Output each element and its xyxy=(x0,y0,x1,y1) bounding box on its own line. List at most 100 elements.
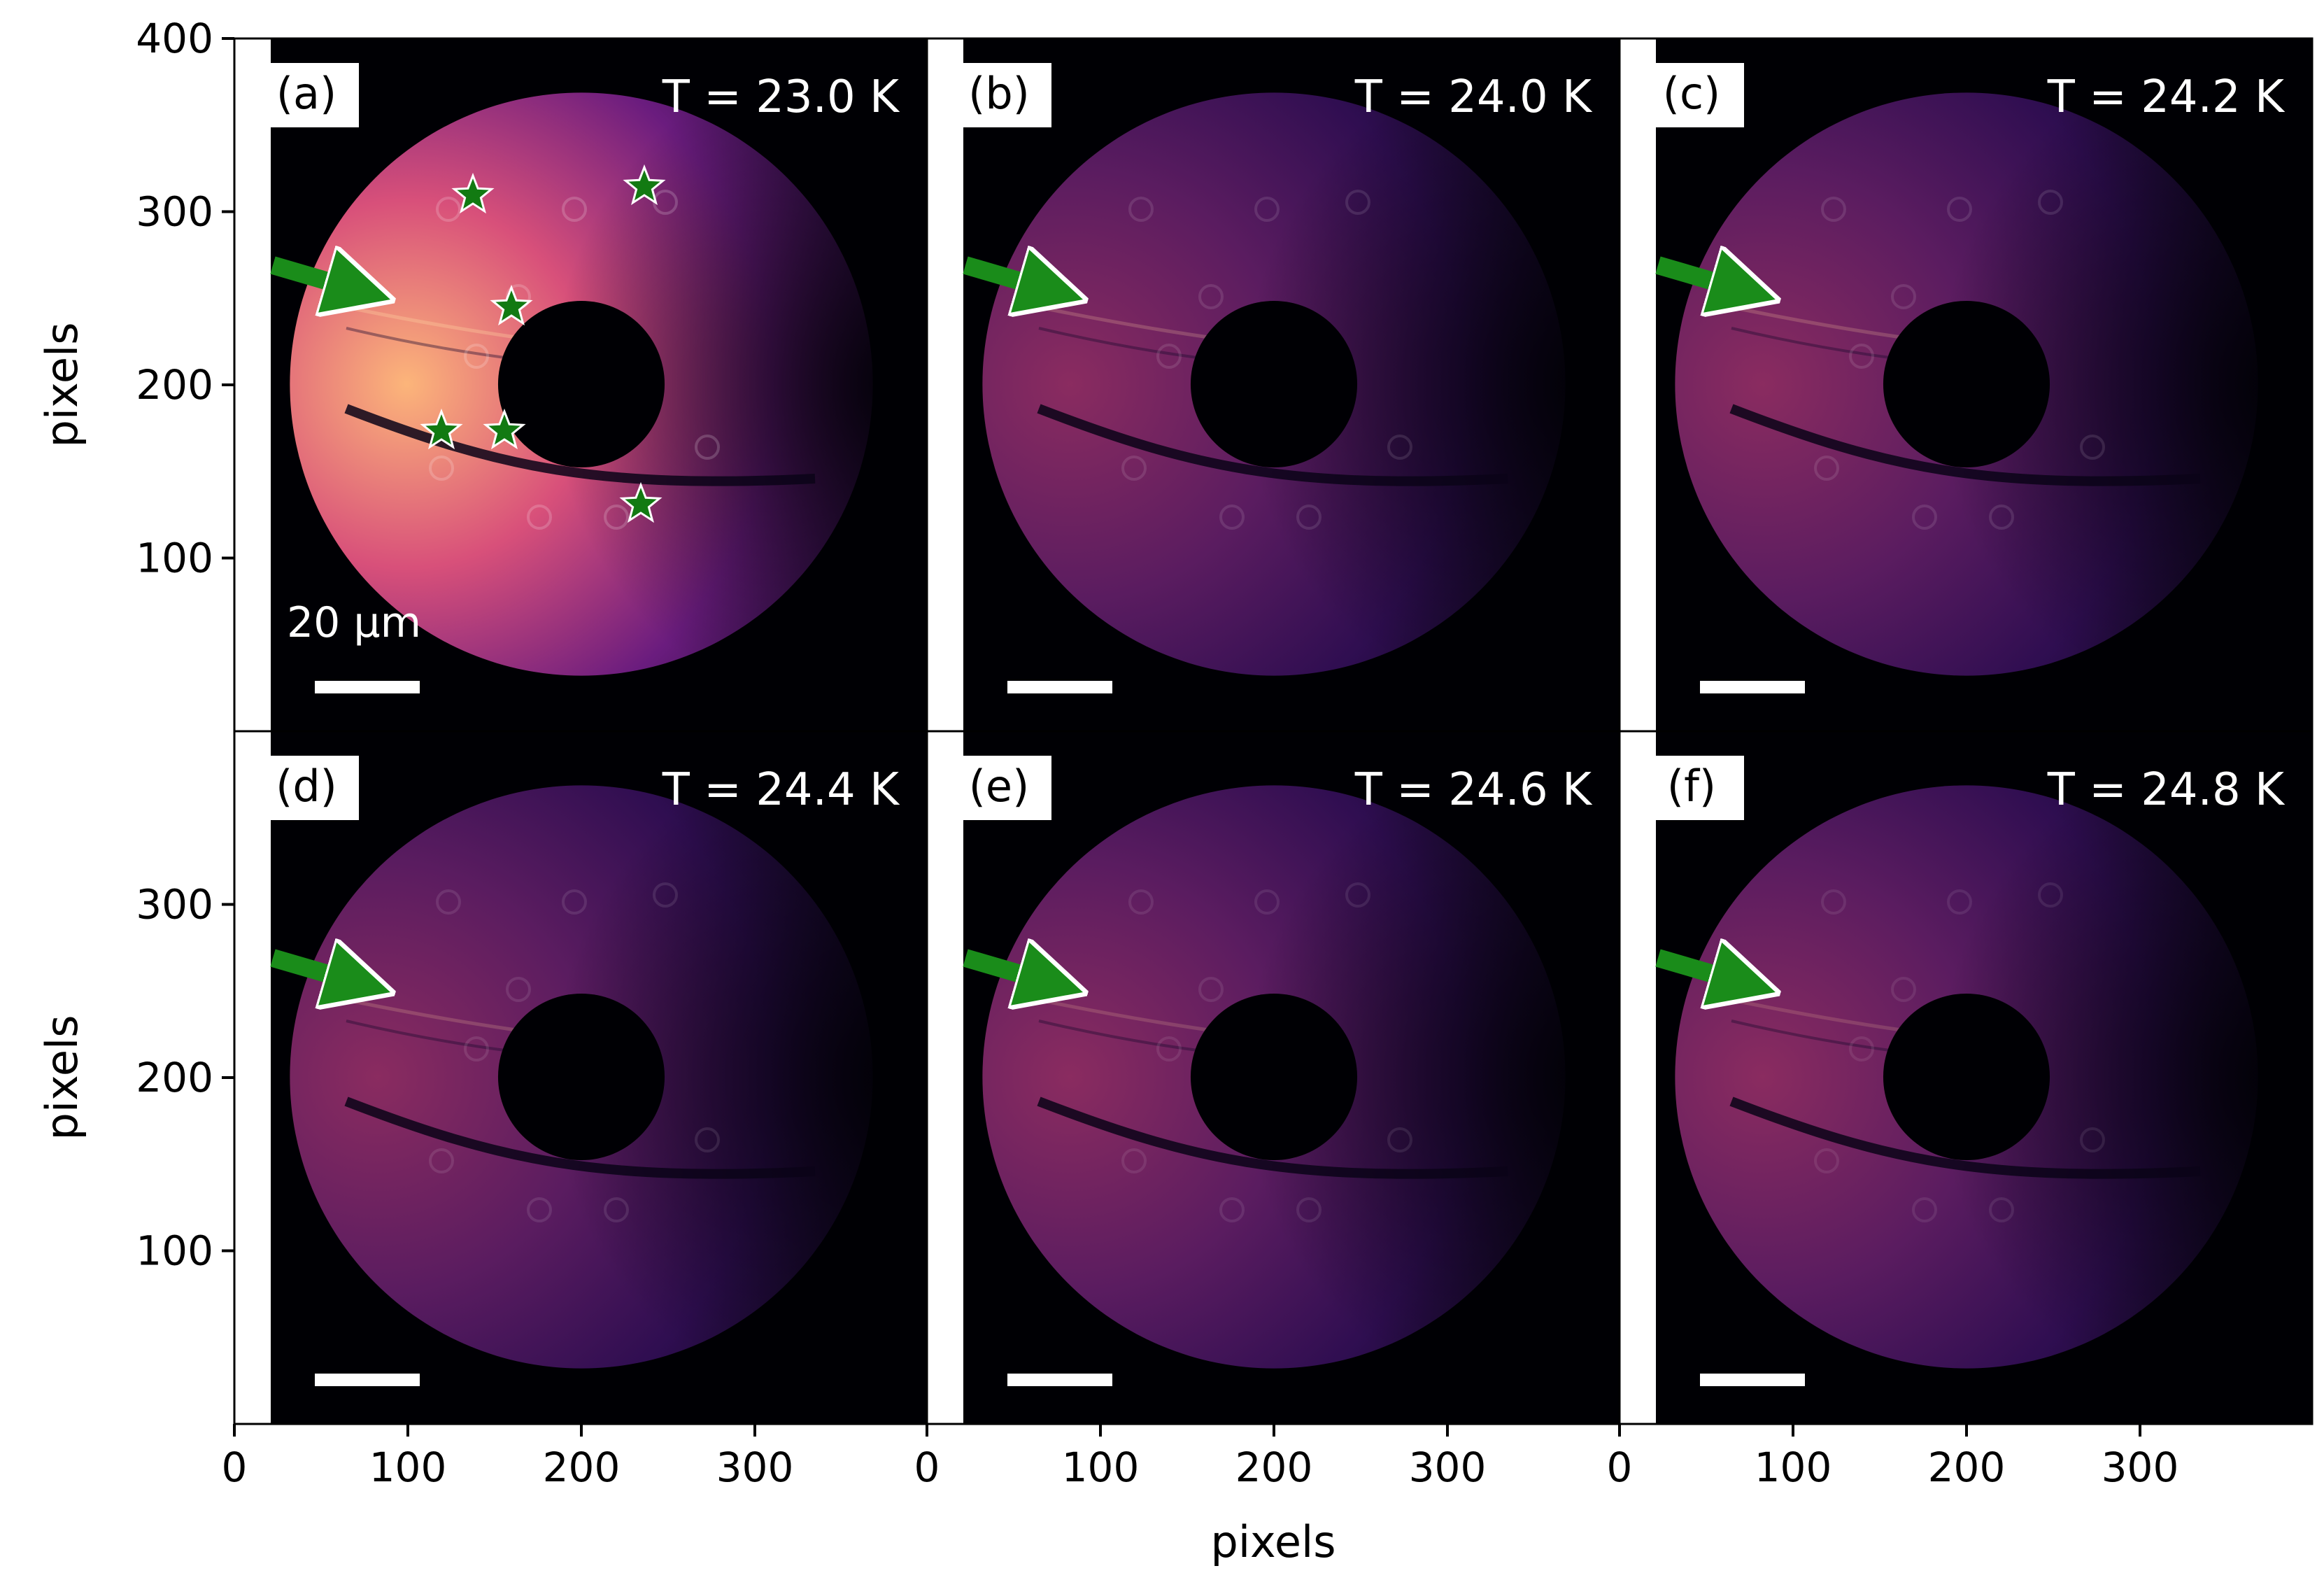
green-arrow xyxy=(270,958,357,982)
surface-pit xyxy=(2038,882,2063,908)
surface-pit xyxy=(1121,1148,1147,1173)
image-panel-a: (a) T = 23.0 K 20 μm xyxy=(233,37,928,733)
star-marker xyxy=(451,172,495,214)
star-marker xyxy=(619,481,663,523)
surface-pit xyxy=(527,505,552,530)
surface-pit xyxy=(1254,889,1280,915)
edge-strip xyxy=(1620,38,1656,731)
surface-pit xyxy=(695,1127,720,1152)
x-tick-label: 200 xyxy=(543,1444,621,1491)
surface-pit xyxy=(1814,456,1839,481)
y-axis-label-bottom: pixels xyxy=(36,1015,87,1140)
central-hole xyxy=(1883,300,2050,468)
surface-pit xyxy=(1296,505,1322,530)
star-marker xyxy=(623,164,666,206)
central-hole xyxy=(497,993,665,1161)
surface-pit xyxy=(1296,1197,1322,1222)
surface-pit xyxy=(1989,505,2014,530)
surface-pit xyxy=(436,197,461,222)
green-arrow xyxy=(1655,265,1742,290)
panel-label: (f) xyxy=(1639,756,1744,820)
edge-strip xyxy=(927,38,963,731)
green-arrow xyxy=(963,265,1049,290)
y-tick-label: 300 xyxy=(136,881,213,929)
surface-pit xyxy=(2080,1127,2105,1152)
scale-bar xyxy=(315,1374,420,1386)
panel-label: (b) xyxy=(947,63,1051,127)
surface-pit xyxy=(1989,1197,2014,1222)
surface-pit xyxy=(1891,284,1916,309)
green-arrow xyxy=(1655,958,1742,982)
surface-pit xyxy=(562,889,587,915)
scale-bar xyxy=(1700,1374,1805,1386)
edge-strip xyxy=(234,38,271,731)
surface-pit xyxy=(429,1148,454,1173)
panel-label: (e) xyxy=(947,756,1051,820)
y-tick-label: 100 xyxy=(136,535,213,582)
edge-strip xyxy=(1620,731,1656,1424)
surface-pit xyxy=(1128,197,1154,222)
y-axis-label-top: pixels xyxy=(36,322,87,447)
x-tick-label: 300 xyxy=(716,1444,794,1491)
temperature-label: T = 24.6 K xyxy=(1354,764,1593,816)
surface-pit xyxy=(653,882,678,908)
temperature-label: T = 24.0 K xyxy=(1354,71,1593,123)
y-tick-label: 400 xyxy=(136,15,213,62)
surface-pit xyxy=(1254,197,1280,222)
surface-pit xyxy=(1156,1036,1182,1061)
central-hole xyxy=(1190,300,1358,468)
surface-pit xyxy=(1219,505,1245,530)
image-panel-b: (b) T = 24.0 K xyxy=(926,37,1621,733)
edge-strip xyxy=(234,731,271,1424)
central-hole xyxy=(497,300,665,468)
surface-pit xyxy=(1849,344,1874,369)
surface-pit xyxy=(1121,456,1147,481)
surface-pit xyxy=(604,1197,629,1222)
x-tick-label: 100 xyxy=(1755,1444,1832,1491)
surface-pit xyxy=(604,505,629,530)
surface-pit xyxy=(562,197,587,222)
surface-pit xyxy=(1387,435,1412,460)
surface-pit xyxy=(1198,284,1224,309)
surface-pit xyxy=(1947,197,1972,222)
surface-pit xyxy=(436,889,461,915)
x-tick-label: 300 xyxy=(1409,1444,1487,1491)
panel-label-text: (a) xyxy=(276,68,336,119)
scale-bar-label: 20 μm xyxy=(287,598,421,647)
y-tick-label: 100 xyxy=(136,1227,213,1275)
surface-pit xyxy=(695,435,720,460)
surface-pit xyxy=(1387,1127,1412,1152)
y-tick-label: 200 xyxy=(136,1054,213,1101)
star-marker xyxy=(483,408,526,450)
panel-label-text: (c) xyxy=(1663,68,1720,119)
y-tick-label: 300 xyxy=(136,188,213,236)
x-tick-label: 300 xyxy=(2102,1444,2179,1491)
surface-pit xyxy=(1912,1197,1937,1222)
temperature-label: T = 24.8 K xyxy=(2047,764,2286,816)
surface-pit xyxy=(1345,882,1370,908)
edge-strip xyxy=(927,731,963,1424)
surface-pit xyxy=(1912,505,1937,530)
central-hole xyxy=(1190,993,1358,1161)
x-tick-label: 0 xyxy=(1607,1444,1633,1491)
star-marker xyxy=(490,284,533,326)
x-tick-label: 100 xyxy=(369,1444,447,1491)
panel-label-text: (e) xyxy=(969,761,1030,812)
y-tick-label: 200 xyxy=(136,361,213,409)
surface-pit xyxy=(1198,977,1224,1002)
green-arrow xyxy=(270,265,357,290)
x-tick-label: 200 xyxy=(1235,1444,1313,1491)
scale-bar xyxy=(1007,681,1112,693)
surface-pit xyxy=(464,344,489,369)
temperature-label: T = 24.2 K xyxy=(2047,71,2286,123)
panel-label: (d) xyxy=(254,756,359,820)
image-panel-d: (d) T = 24.4 K xyxy=(233,730,928,1425)
x-tick-label: 0 xyxy=(222,1444,248,1491)
panel-label: (c) xyxy=(1639,63,1744,127)
surface-pit xyxy=(1947,889,1972,915)
panel-label-text: (f) xyxy=(1667,761,1716,812)
surface-pit xyxy=(1849,1036,1874,1061)
surface-pit xyxy=(429,456,454,481)
image-panel-f: (f) T = 24.8 K xyxy=(1618,730,2314,1425)
